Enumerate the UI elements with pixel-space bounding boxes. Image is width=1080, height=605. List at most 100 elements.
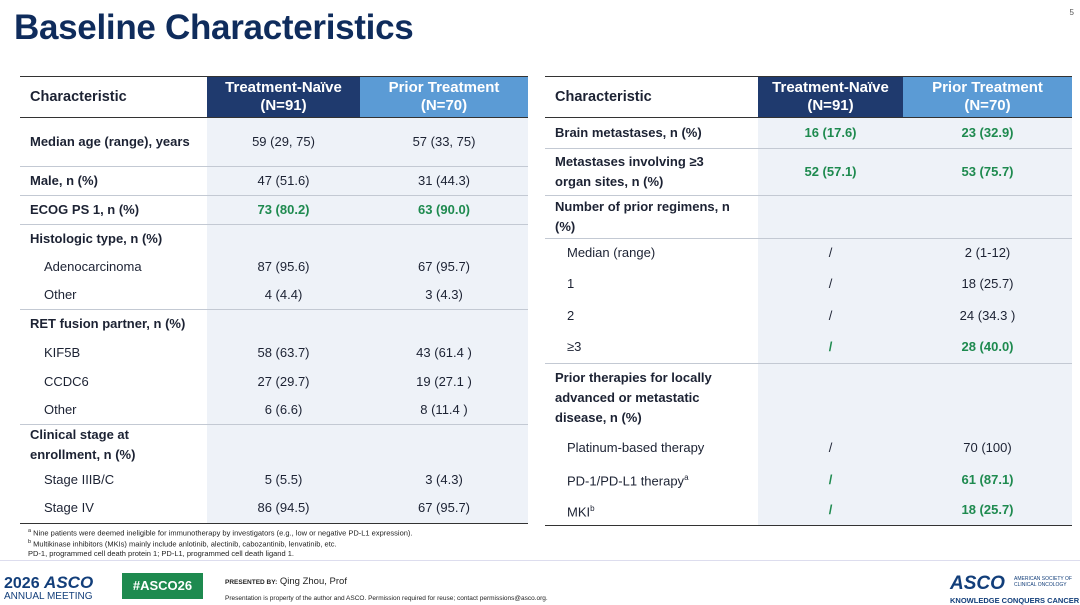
table-row: Male, n (%) 47 (51.6) 31 (44.3)	[20, 166, 528, 196]
cell-value: 58 (63.7)	[257, 345, 310, 360]
value-cell: 4 (4.4)	[207, 281, 360, 310]
row-label: Clinical stage at enrollment, n (%)	[30, 427, 136, 462]
row-label: Brain metastases, n (%)	[555, 125, 702, 140]
value-cell: 67 (95.7)	[360, 252, 528, 282]
cell-value: /	[828, 339, 833, 355]
cell-value: 53 (75.7)	[961, 164, 1014, 179]
table-row: Prior therapies for locally advanced or …	[545, 363, 1072, 432]
table-row: 2 / 24 (34.3 )	[545, 299, 1072, 332]
row-label-cell: Median age (range), years	[20, 117, 207, 167]
value-cell: 23 (32.9)	[903, 117, 1072, 149]
column-header: Prior Treatment (N=70)	[903, 76, 1072, 118]
value-cell: 59 (29, 75)	[207, 117, 360, 167]
value-cell	[207, 309, 360, 339]
row-label-cell: ≥3	[545, 331, 758, 364]
row-label: Stage IIIB/C	[44, 471, 115, 487]
column-header: Characteristic	[20, 76, 207, 118]
value-cell: /	[758, 238, 903, 268]
cell-value: 73 (80.2)	[257, 202, 310, 217]
cell-value: /	[828, 245, 833, 261]
footer: 2026 ASCO ANNUAL MEETING #ASCO26 PRESENT…	[0, 560, 1080, 605]
row-label-cell: Other	[20, 281, 207, 310]
footnotes: a Nine patients were deemed ineligible f…	[28, 527, 413, 559]
row-label-cell: Median (range)	[545, 239, 758, 268]
slide-title: Baseline Characteristics	[14, 8, 414, 47]
table-row: Median (range) / 2 (1-12)	[545, 238, 1072, 268]
row-label: Adenocarcinoma	[44, 259, 142, 274]
cell-value: 16 (17.6)	[804, 125, 857, 140]
table-row: 1 / 18 (25.7)	[545, 267, 1072, 300]
meeting-year: 2026	[4, 575, 40, 592]
table-row: PD-1/PD-L1 therapya / 61 (87.1)	[545, 463, 1072, 496]
footnote-mark: b	[590, 503, 595, 513]
org-brand: ASCO	[950, 573, 1005, 594]
value-cell: /	[758, 431, 903, 464]
cell-value: 61 (87.1)	[961, 471, 1014, 487]
value-cell: 3 (4.3)	[360, 465, 528, 494]
value-cell	[360, 309, 528, 339]
row-label: RET fusion partner, n (%)	[30, 316, 186, 332]
value-cell: /	[758, 331, 903, 364]
cell-value: 4 (4.4)	[264, 287, 303, 303]
row-label-cell: Stage IV	[20, 494, 207, 524]
row-label-cell: PD-1/PD-L1 therapya	[545, 464, 758, 496]
baseline-table-right: Characteristic Treatment-Naïve (N=91) Prior…	[545, 76, 1072, 526]
value-cell	[360, 424, 528, 465]
cell-value: 3 (4.3)	[425, 471, 463, 487]
row-label-cell: Stage IIIB/C	[20, 465, 207, 494]
row-label: ≥3	[567, 339, 582, 355]
row-label-cell: KIF5B	[20, 339, 207, 368]
row-label: 1	[567, 275, 575, 291]
cell-value: /	[828, 502, 833, 518]
meeting-logo: 2026 ASCO ANNUAL MEETING	[4, 573, 93, 602]
cell-value: 28 (40.0)	[961, 339, 1014, 355]
column-header: Treatment-Naïve (N=91)	[207, 76, 360, 118]
column-header: Prior Treatment (N=70)	[360, 76, 528, 118]
cell-value: 47 (51.6)	[257, 173, 310, 188]
org-name-line: AMERICAN SOCIETY OF	[1014, 576, 1072, 582]
row-label: Number of prior regimens, n (%)	[555, 199, 730, 234]
value-cell: 63 (90.0)	[360, 195, 528, 225]
row-label-cell: Male, n (%)	[20, 166, 207, 196]
page-number: 5	[1069, 8, 1074, 17]
row-label-cell: Histologic type, n (%)	[20, 225, 207, 253]
row-label-cell: RET fusion partner, n (%)	[20, 310, 207, 339]
org-name-line: CLINICAL ONCOLOGY	[1014, 582, 1067, 588]
org-logo: ASCO AMERICAN SOCIETY OF CLINICAL ONCOLOG…	[950, 573, 1079, 605]
value-cell: 73 (80.2)	[207, 195, 360, 225]
group-name: Prior Treatment	[388, 79, 500, 96]
footnote-mark: a	[684, 472, 689, 482]
table-row: Median age (range), years 59 (29, 75) 57 (…	[20, 117, 528, 167]
row-label: Other	[44, 287, 77, 303]
footnote: a Nine patients were deemed ineligible f…	[28, 527, 413, 538]
row-label-cell: Prior therapies for locally advanced or …	[545, 364, 758, 432]
table-row: CCDC6 27 (29.7) 19 (27.1 )	[20, 367, 528, 397]
value-cell: 2 (1-12)	[903, 238, 1072, 268]
value-cell: 28 (40.0)	[903, 331, 1072, 364]
value-cell: 19 (27.1 )	[360, 367, 528, 397]
value-cell	[360, 224, 528, 253]
table-row: Platinum-based therapy / 70 (100)	[545, 431, 1072, 464]
value-cell: 18 (25.7)	[903, 267, 1072, 300]
value-cell	[903, 195, 1072, 239]
cell-value: 6 (6.6)	[264, 402, 303, 418]
value-cell: 43 (61.4 )	[360, 338, 528, 368]
cell-value: 43 (61.4 )	[416, 345, 472, 360]
table-row: Adenocarcinoma 87 (95.6) 67 (95.7)	[20, 252, 528, 282]
value-cell: 47 (51.6)	[207, 166, 360, 196]
value-cell: 61 (87.1)	[903, 463, 1072, 496]
group-n: (N=70)	[964, 97, 1011, 114]
table-row: Other 6 (6.6) 8 (11.4 )	[20, 396, 528, 425]
row-label-cell: Adenocarcinoma	[20, 253, 207, 282]
row-label-cell: Clinical stage at enrollment, n (%)	[20, 425, 207, 466]
cell-value: 57 (33, 75)	[412, 134, 476, 149]
row-label: Histologic type, n (%)	[30, 230, 163, 246]
row-label: KIF5B	[44, 345, 81, 360]
table-row: Metastases involving ≥3 organ sites, n (…	[545, 148, 1072, 196]
value-cell: 18 (25.7)	[903, 495, 1072, 526]
table-row: RET fusion partner, n (%)	[20, 309, 528, 339]
table-row: Stage IIIB/C 5 (5.5) 3 (4.3)	[20, 465, 528, 494]
row-label-cell: MKIb	[545, 495, 758, 526]
value-cell	[758, 195, 903, 239]
